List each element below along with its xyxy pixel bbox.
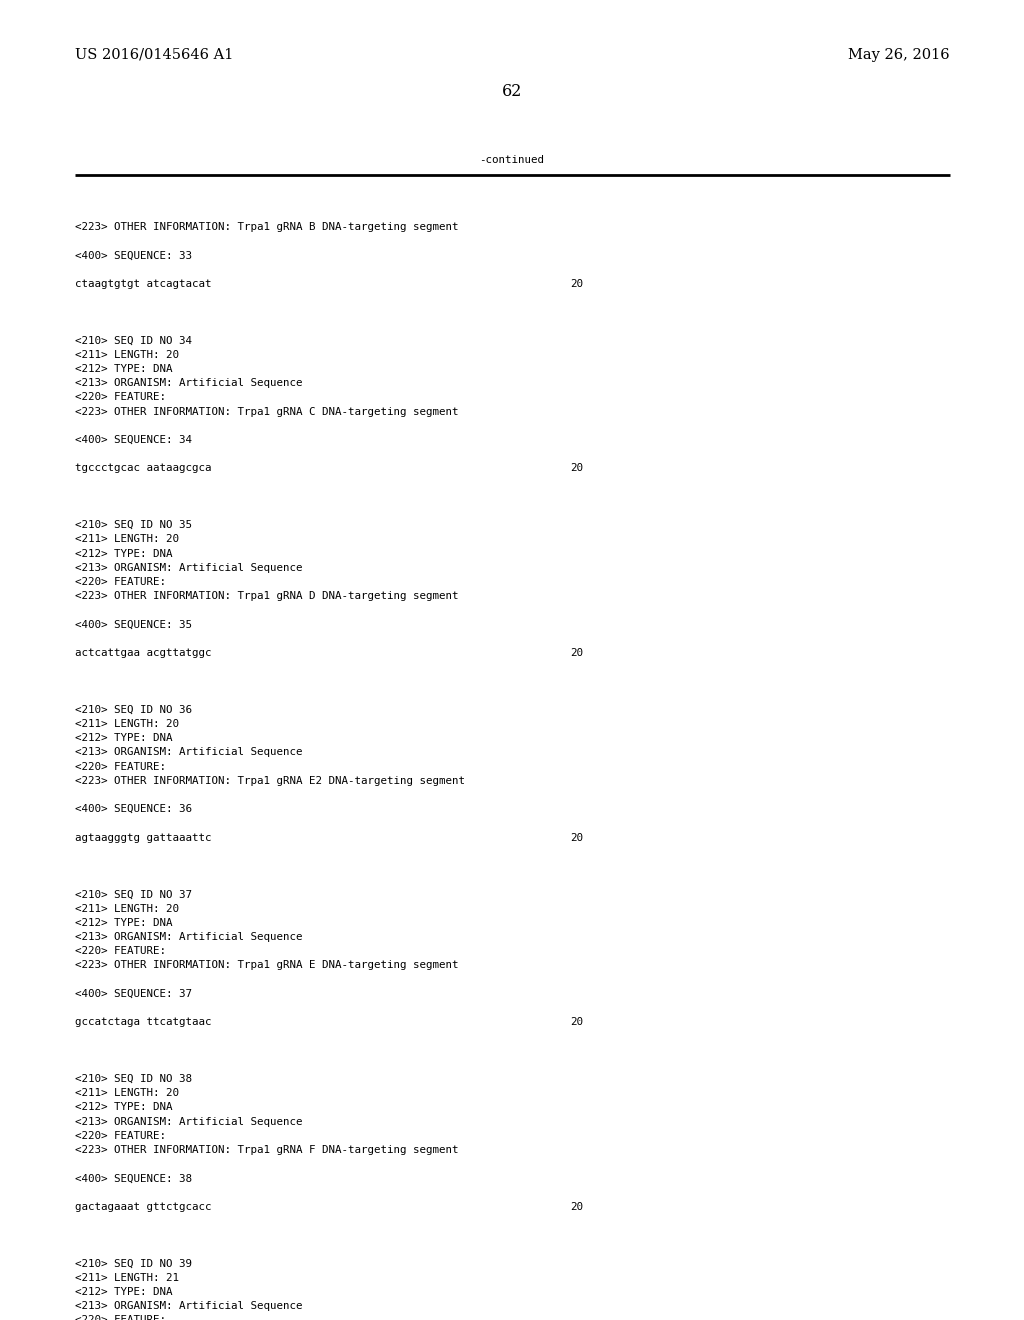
Text: <400> SEQUENCE: 33: <400> SEQUENCE: 33 — [75, 251, 193, 260]
Text: <220> FEATURE:: <220> FEATURE: — [75, 1316, 166, 1320]
Text: 20: 20 — [570, 279, 583, 289]
Text: 20: 20 — [570, 648, 583, 657]
Text: <220> FEATURE:: <220> FEATURE: — [75, 1131, 166, 1140]
Text: <213> ORGANISM: Artificial Sequence: <213> ORGANISM: Artificial Sequence — [75, 379, 302, 388]
Text: 62: 62 — [502, 83, 522, 100]
Text: tgccctgcac aataagcgca: tgccctgcac aataagcgca — [75, 463, 212, 474]
Text: gccatctaga ttcatgtaac: gccatctaga ttcatgtaac — [75, 1018, 212, 1027]
Text: <400> SEQUENCE: 37: <400> SEQUENCE: 37 — [75, 989, 193, 999]
Text: <211> LENGTH: 21: <211> LENGTH: 21 — [75, 1272, 179, 1283]
Text: <211> LENGTH: 20: <211> LENGTH: 20 — [75, 719, 179, 729]
Text: <210> SEQ ID NO 39: <210> SEQ ID NO 39 — [75, 1258, 193, 1269]
Text: <212> TYPE: DNA: <212> TYPE: DNA — [75, 364, 172, 374]
Text: <211> LENGTH: 20: <211> LENGTH: 20 — [75, 1088, 179, 1098]
Text: May 26, 2016: May 26, 2016 — [848, 48, 950, 62]
Text: <220> FEATURE:: <220> FEATURE: — [75, 392, 166, 403]
Text: <223> OTHER INFORMATION: Trpa1 gRNA F DNA-targeting segment: <223> OTHER INFORMATION: Trpa1 gRNA F DN… — [75, 1144, 459, 1155]
Text: gactagaaat gttctgcacc: gactagaaat gttctgcacc — [75, 1201, 212, 1212]
Text: <212> TYPE: DNA: <212> TYPE: DNA — [75, 1287, 172, 1298]
Text: <212> TYPE: DNA: <212> TYPE: DNA — [75, 549, 172, 558]
Text: <211> LENGTH: 20: <211> LENGTH: 20 — [75, 904, 179, 913]
Text: <223> OTHER INFORMATION: Trpa1 gRNA C DNA-targeting segment: <223> OTHER INFORMATION: Trpa1 gRNA C DN… — [75, 407, 459, 417]
Text: <210> SEQ ID NO 37: <210> SEQ ID NO 37 — [75, 890, 193, 899]
Text: 20: 20 — [570, 463, 583, 474]
Text: <400> SEQUENCE: 38: <400> SEQUENCE: 38 — [75, 1173, 193, 1184]
Text: <210> SEQ ID NO 34: <210> SEQ ID NO 34 — [75, 335, 193, 346]
Text: <223> OTHER INFORMATION: Trpa1 gRNA B DNA-targeting segment: <223> OTHER INFORMATION: Trpa1 gRNA B DN… — [75, 222, 459, 232]
Text: <211> LENGTH: 20: <211> LENGTH: 20 — [75, 350, 179, 360]
Text: <213> ORGANISM: Artificial Sequence: <213> ORGANISM: Artificial Sequence — [75, 1302, 302, 1311]
Text: <220> FEATURE:: <220> FEATURE: — [75, 762, 166, 772]
Text: <213> ORGANISM: Artificial Sequence: <213> ORGANISM: Artificial Sequence — [75, 562, 302, 573]
Text: <223> OTHER INFORMATION: Trpa1 gRNA D DNA-targeting segment: <223> OTHER INFORMATION: Trpa1 gRNA D DN… — [75, 591, 459, 601]
Text: <213> ORGANISM: Artificial Sequence: <213> ORGANISM: Artificial Sequence — [75, 932, 302, 942]
Text: <210> SEQ ID NO 36: <210> SEQ ID NO 36 — [75, 705, 193, 715]
Text: <212> TYPE: DNA: <212> TYPE: DNA — [75, 733, 172, 743]
Text: <220> FEATURE:: <220> FEATURE: — [75, 577, 166, 587]
Text: <400> SEQUENCE: 35: <400> SEQUENCE: 35 — [75, 619, 193, 630]
Text: US 2016/0145646 A1: US 2016/0145646 A1 — [75, 48, 233, 62]
Text: ctaagtgtgt atcagtacat: ctaagtgtgt atcagtacat — [75, 279, 212, 289]
Text: <220> FEATURE:: <220> FEATURE: — [75, 946, 166, 956]
Text: <223> OTHER INFORMATION: Trpa1 gRNA E2 DNA-targeting segment: <223> OTHER INFORMATION: Trpa1 gRNA E2 D… — [75, 776, 465, 785]
Text: <213> ORGANISM: Artificial Sequence: <213> ORGANISM: Artificial Sequence — [75, 747, 302, 758]
Text: 20: 20 — [570, 833, 583, 842]
Text: <400> SEQUENCE: 34: <400> SEQUENCE: 34 — [75, 436, 193, 445]
Text: <212> TYPE: DNA: <212> TYPE: DNA — [75, 1102, 172, 1113]
Text: <211> LENGTH: 20: <211> LENGTH: 20 — [75, 535, 179, 544]
Text: <210> SEQ ID NO 35: <210> SEQ ID NO 35 — [75, 520, 193, 531]
Text: agtaagggtg gattaaattc: agtaagggtg gattaaattc — [75, 833, 212, 842]
Text: 20: 20 — [570, 1201, 583, 1212]
Text: <210> SEQ ID NO 38: <210> SEQ ID NO 38 — [75, 1074, 193, 1084]
Text: <212> TYPE: DNA: <212> TYPE: DNA — [75, 917, 172, 928]
Text: <223> OTHER INFORMATION: Trpa1 gRNA E DNA-targeting segment: <223> OTHER INFORMATION: Trpa1 gRNA E DN… — [75, 961, 459, 970]
Text: actcattgaa acgttatggc: actcattgaa acgttatggc — [75, 648, 212, 657]
Text: <213> ORGANISM: Artificial Sequence: <213> ORGANISM: Artificial Sequence — [75, 1117, 302, 1126]
Text: 20: 20 — [570, 1018, 583, 1027]
Text: <400> SEQUENCE: 36: <400> SEQUENCE: 36 — [75, 804, 193, 814]
Text: -continued: -continued — [479, 154, 545, 165]
